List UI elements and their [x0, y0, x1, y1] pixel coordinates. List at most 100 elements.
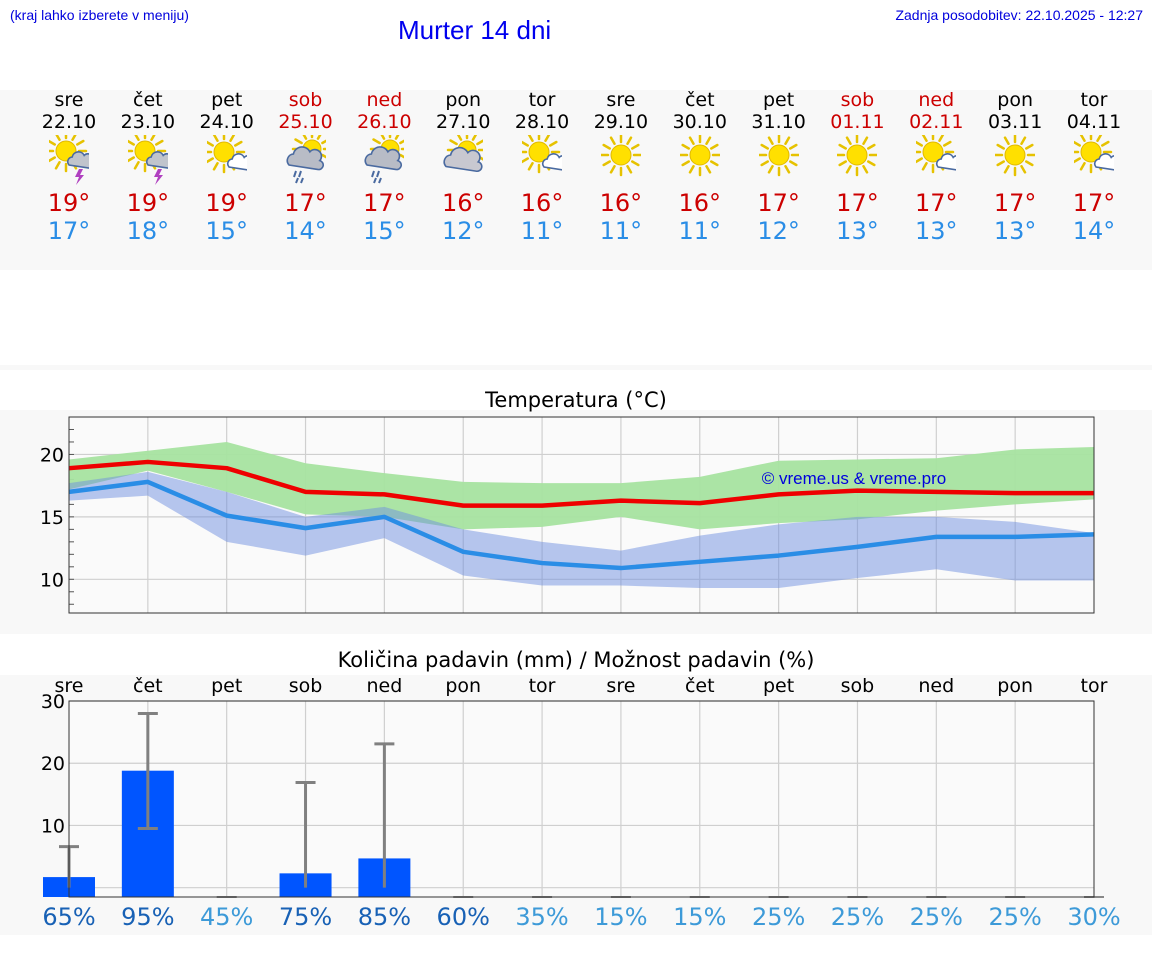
- min-temperature: 17°: [47, 217, 91, 245]
- sun-cloud-icon: [522, 135, 563, 174]
- sun-cloud-icon: [206, 135, 247, 174]
- min-temperature: 15°: [363, 217, 406, 245]
- precipitation-chance: 15%: [673, 903, 727, 931]
- max-temperature: 17°: [1072, 189, 1116, 217]
- day-name: sob: [288, 89, 323, 111]
- min-temperature: 13°: [993, 217, 1037, 245]
- day-date: 04.11: [1066, 111, 1122, 133]
- precipitation-chance: 45%: [200, 903, 254, 931]
- precipitation-chance: 25%: [830, 903, 885, 931]
- y-tick-label: 15: [40, 507, 64, 529]
- sun-thunderstorm-icon: [127, 135, 168, 185]
- precipitation-chance: 15%: [594, 903, 648, 931]
- max-temperature: 16°: [678, 189, 722, 217]
- sun-cloud-icon: [916, 135, 957, 174]
- forecast-strip: [0, 90, 1152, 270]
- min-temperature: 14°: [1072, 217, 1116, 245]
- day-date: 26.10: [357, 111, 412, 133]
- last-updated: Zadnja posodobitev: 22.10.2025 - 12:27: [895, 7, 1143, 23]
- sun-icon: [758, 135, 799, 177]
- sun-icon: [837, 135, 878, 177]
- min-temperature: 15°: [205, 217, 248, 245]
- day-name: tor: [1080, 89, 1108, 111]
- min-temperature: 13°: [915, 217, 958, 245]
- y-tick-label: 10: [40, 569, 64, 591]
- min-temperature: 12°: [441, 217, 485, 245]
- precipitation-chance: 30%: [1067, 903, 1121, 931]
- day-date: 24.10: [199, 111, 254, 133]
- sun-icon: [600, 135, 641, 177]
- precipitation-chance: 85%: [357, 903, 412, 931]
- day-date: 03.11: [987, 111, 1043, 133]
- max-temperature: 19°: [205, 189, 248, 217]
- min-temperature: 14°: [284, 217, 327, 245]
- max-temperature: 16°: [441, 189, 485, 217]
- day-date: 22.10: [41, 111, 97, 133]
- min-temperature: 18°: [126, 217, 170, 245]
- cloudy-sun-icon: [443, 135, 484, 173]
- precipitation-chance: 25%: [909, 903, 963, 931]
- day-date: 27.10: [436, 111, 491, 133]
- day-name: pon: [445, 89, 482, 111]
- watermark: © vreme.us & vreme.pro: [762, 469, 946, 488]
- max-range-band: [69, 441, 1094, 530]
- day-date: 29.10: [593, 111, 649, 133]
- max-temperature: 17°: [915, 189, 958, 217]
- day-date: 25.10: [278, 111, 333, 133]
- sun-icon: [679, 135, 720, 177]
- day-name: sre: [54, 89, 84, 111]
- day-date: 02.11: [909, 111, 964, 133]
- y-tick-label: 30: [41, 691, 65, 713]
- sun-icon: [995, 135, 1036, 177]
- y-tick-label: 20: [40, 444, 64, 466]
- sun-thunderstorm-icon: [49, 135, 89, 185]
- precipitation-chance: 60%: [436, 903, 490, 931]
- precip-day-label: čet: [684, 675, 715, 697]
- precip-day-label: pon: [445, 675, 482, 697]
- precipitation-chance: 65%: [42, 903, 96, 931]
- day-name: tor: [528, 89, 556, 111]
- max-temperature: 17°: [363, 189, 406, 217]
- y-tick-label: 20: [41, 753, 65, 775]
- day-name: sre: [606, 89, 636, 111]
- min-temperature-line: [68, 479, 1095, 571]
- page-title: Murter 14 dni: [398, 15, 552, 45]
- day-date: 01.11: [830, 111, 885, 133]
- sun-rain-cloud-icon: [286, 135, 326, 184]
- precip-day-label: sob: [288, 675, 323, 697]
- location-hint: (kraj lahko izberete v meniju): [10, 7, 189, 23]
- min-temperature: 11°: [678, 217, 722, 245]
- day-name: čet: [133, 89, 163, 111]
- precip-day-label: tor: [528, 675, 556, 697]
- max-temperature: 17°: [757, 189, 800, 217]
- precipitation-chance: 95%: [121, 903, 175, 931]
- max-temperature: 16°: [520, 189, 564, 217]
- day-name: ned: [918, 89, 955, 111]
- day-name: pet: [763, 89, 795, 111]
- max-temperature: 17°: [836, 189, 879, 217]
- min-range-band: [69, 471, 1094, 589]
- temperature-chart: 10 15 20 © vreme.us & vreme.pro: [40, 416, 1095, 614]
- precip-day-label: sob: [840, 675, 875, 697]
- sun-cloud-icon: [1074, 135, 1114, 174]
- max-temperature: 17°: [993, 189, 1037, 217]
- precip-day-label: sre: [606, 675, 636, 697]
- y-tick-label: 10: [41, 815, 65, 837]
- precip-day-label: tor: [1080, 675, 1108, 697]
- plot-area: [69, 701, 1094, 897]
- precipitation-chance: 25%: [988, 903, 1042, 931]
- precip-day-label: pet: [211, 675, 243, 697]
- max-temperature-line: [68, 459, 1094, 508]
- precipitation-chance: 75%: [278, 903, 333, 931]
- plot-frame: [68, 416, 1095, 614]
- precip-day-label: pet: [763, 675, 795, 697]
- min-temperature: 11°: [520, 217, 564, 245]
- precip-day-label: čet: [133, 675, 163, 697]
- precip-day-label: ned: [366, 675, 403, 697]
- precip-day-label: ned: [918, 675, 955, 697]
- day-date: 28.10: [514, 111, 570, 133]
- day-name: sob: [840, 89, 875, 111]
- precipitation-chart-title: Količina padavin (mm) / Možnost padavin …: [337, 648, 815, 672]
- precip-day-label: sre: [54, 675, 84, 697]
